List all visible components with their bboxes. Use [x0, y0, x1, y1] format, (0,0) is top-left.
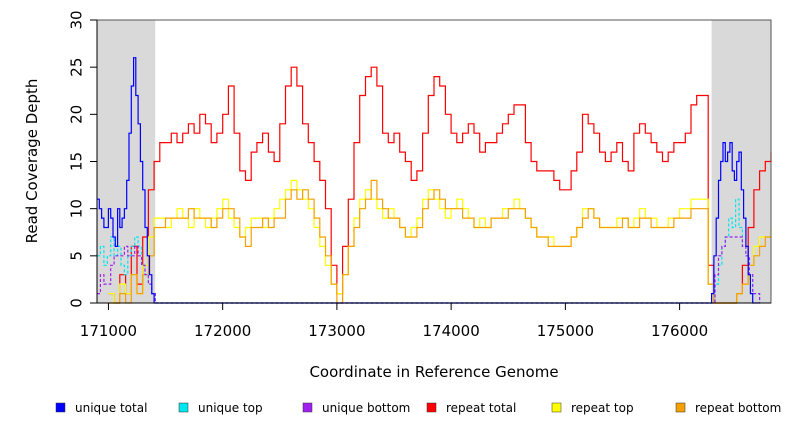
legend-item: repeat bottom [675, 401, 781, 415]
legend-item: unique bottom [302, 401, 410, 415]
legend: unique total unique top unique bottom repea… [55, 401, 781, 415]
x-tick-label: 172000 [194, 322, 251, 340]
series-layer [97, 57, 772, 304]
legend-swatch [426, 402, 437, 413]
x-tick-label: 174000 [423, 322, 480, 340]
y-tick-label: 15 [68, 152, 86, 171]
legend-swatch [178, 402, 189, 413]
legend-swatch [55, 402, 66, 413]
series-line-unique-total [97, 57, 760, 304]
legend-label: unique top [198, 401, 263, 415]
x-tick-label: 171000 [80, 322, 137, 340]
y-tick-label: 20 [68, 105, 86, 124]
y-axis-ticks: 0 5 10 15 20 25 30 [68, 10, 97, 308]
y-tick-label: 30 [68, 10, 86, 29]
legend-label: unique total [75, 401, 147, 415]
plot-frame [96, 19, 772, 304]
x-tick-label: 173000 [308, 322, 365, 340]
legend-label: repeat bottom [695, 401, 781, 415]
legend-label: repeat total [446, 401, 516, 415]
series-line-repeat-total [108, 66, 772, 304]
y-tick-label: 0 [68, 298, 86, 308]
legend-item: unique total [55, 401, 147, 415]
x-tick-label: 175000 [537, 322, 594, 340]
x-axis-title: Coordinate in Reference Genome [309, 363, 558, 381]
legend-label: repeat top [571, 401, 634, 415]
y-tick-label: 25 [68, 58, 86, 77]
series-line-repeat-bottom [108, 179, 771, 304]
x-tick-label: 176000 [651, 322, 708, 340]
legend-swatch [551, 402, 562, 413]
y-axis-title: Read Coverage Depth [23, 79, 41, 244]
legend-label: unique bottom [322, 401, 410, 415]
y-tick-label: 10 [68, 199, 86, 218]
legend-item: repeat total [426, 401, 516, 415]
legend-swatch [675, 402, 686, 413]
x-axis-ticks: 171000 172000 173000 174000 175000 176000 [80, 303, 708, 340]
series-line-unique-top [97, 198, 761, 304]
background-layer [97, 20, 771, 303]
legend-item: unique top [178, 401, 263, 415]
y-tick-label: 5 [68, 251, 86, 261]
shaded-region-0 [97, 20, 156, 303]
legend-swatch [302, 402, 313, 413]
legend-item: repeat top [551, 401, 634, 415]
series-line-unique-bottom [97, 236, 761, 304]
